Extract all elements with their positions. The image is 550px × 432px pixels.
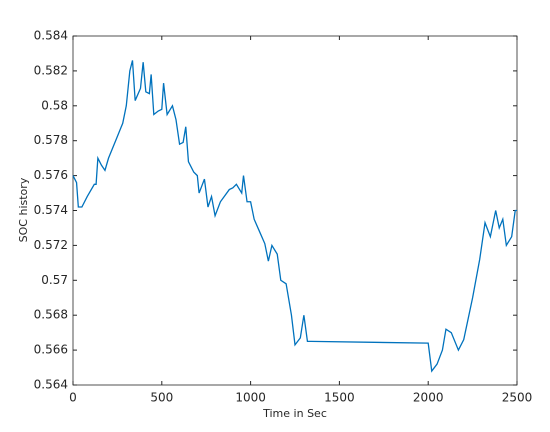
x-tick-label: 1000 (235, 391, 266, 405)
y-tick-label: 0.57 (41, 273, 68, 287)
y-tick-label: 0.568 (34, 308, 68, 322)
line-series (72, 60, 517, 373)
y-tick-label: 0.582 (34, 63, 68, 77)
x-tick-label: 2000 (413, 391, 444, 405)
y-tick-label: 0.584 (34, 29, 68, 43)
y-tick-label: 0.572 (34, 238, 68, 252)
y-tick-label: 0.574 (34, 203, 68, 217)
y-axis-label: SOC history (17, 177, 30, 242)
y-tick-label: 0.578 (34, 133, 68, 147)
y-tick-label: 0.564 (34, 378, 68, 392)
y-tick-label: 0.58 (41, 98, 68, 112)
x-tick-label: 1500 (324, 391, 355, 405)
y-tick-label: 0.576 (34, 168, 68, 182)
plot-area (72, 35, 518, 386)
x-axis-label: Time in Sec (262, 407, 327, 420)
y-tick-label: 0.566 (34, 343, 68, 357)
x-tick-label: 500 (150, 391, 173, 405)
x-tick-label: 2500 (502, 391, 533, 405)
x-tick-label: 0 (69, 391, 77, 405)
